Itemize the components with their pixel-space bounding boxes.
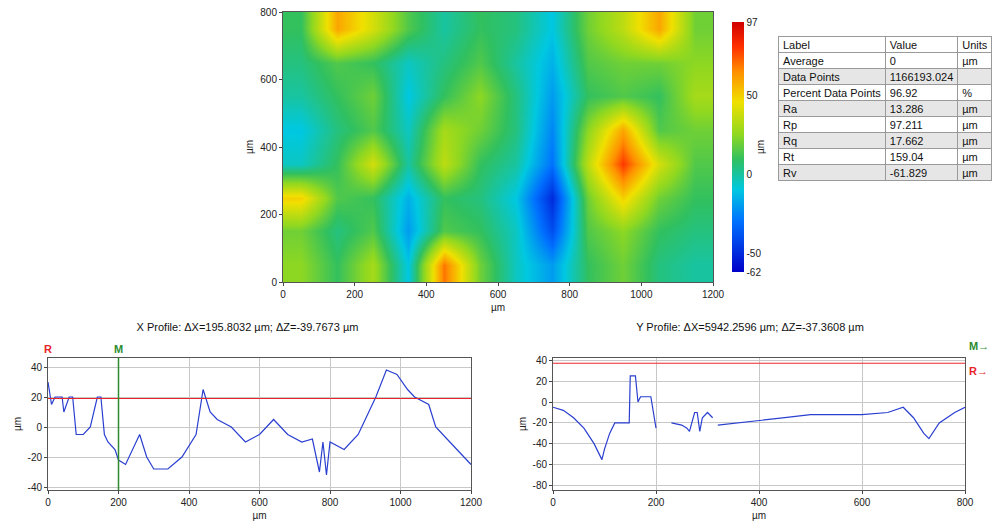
svg-text:-20: -20 [533,417,548,428]
svg-text:-50: -50 [747,248,762,259]
svg-text:97: 97 [747,17,759,28]
svg-text:M: M [114,343,123,355]
html-text:97.211: 97.211 [889,118,923,131]
svg-text:0: 0 [45,497,51,508]
svg-text:-60: -60 [533,459,548,470]
html-text:µm: µm [962,150,978,163]
html-text:µm: µm [962,134,978,147]
html-text:-61.829: -61.829 [889,166,928,179]
svg-text:µm: µm [517,417,528,431]
svg-text:50: 50 [747,90,759,101]
svg-text:600: 600 [260,74,277,85]
svg-text:0: 0 [541,397,547,408]
svg-text:µm: µm [752,510,766,521]
svg-text:40: 40 [31,362,43,373]
svg-text:800: 800 [957,497,974,508]
html-text:Average: Average [783,54,824,67]
svg-text:-40: -40 [533,438,548,449]
html-text:Units: Units [962,38,988,51]
svg-text:600: 600 [490,289,507,300]
svg-text:R→: R→ [969,365,988,377]
html-text:Value: Value [889,38,918,51]
html-text:Rq: Rq [783,134,798,147]
svg-text:µm: µm [12,417,23,431]
svg-text:200: 200 [346,289,363,300]
svg-text:1000: 1000 [630,289,653,300]
svg-text:600: 600 [251,497,268,508]
svg-text:µm: µm [252,510,266,521]
svg-text:200: 200 [110,497,127,508]
svg-text:1000: 1000 [389,497,412,508]
html-text:17.662: 17.662 [889,134,924,147]
html-text:µm: µm [962,118,978,131]
svg-text:0: 0 [747,169,753,180]
svg-text:1200: 1200 [460,497,483,508]
svg-text:0: 0 [36,422,42,433]
svg-text:600: 600 [854,497,871,508]
html-text:µm: µm [962,166,978,179]
html-text:96.92: 96.92 [889,86,918,99]
svg-text:0: 0 [271,277,277,288]
svg-text:X Profile: ΔX=195.8032 µm; ΔZ=: X Profile: ΔX=195.8032 µm; ΔZ=-39.7673 µ… [137,321,359,333]
html-text:Percent Data Points: Percent Data Points [783,86,881,99]
html-text:Label: Label [783,38,810,51]
svg-text:800: 800 [260,7,277,18]
svg-text:400: 400 [751,497,768,508]
html-text:µm: µm [962,54,978,67]
svg-text:µm: µm [491,302,505,313]
svg-text:-62: -62 [747,267,762,278]
svg-text:200: 200 [260,209,277,220]
html-text:13.286: 13.286 [889,102,924,115]
html-text:1166193.024: 1166193.024 [889,70,954,83]
svg-text:800: 800 [561,289,578,300]
svg-text:0: 0 [550,497,556,508]
svg-text:Y Profile: ΔX=5942.2596 µm; ΔZ: Y Profile: ΔX=5942.2596 µm; ΔZ=-37.3608 … [636,321,864,333]
html-text:0: 0 [889,54,896,67]
svg-text:0: 0 [280,289,286,300]
svg-text:µm: µm [755,140,766,154]
html-text:Rv: Rv [783,166,797,179]
html-text:Rt: Rt [783,150,794,163]
svg-text:R: R [44,343,52,355]
svg-text:-80: -80 [533,480,548,491]
svg-text:400: 400 [181,497,198,508]
svg-text:µm: µm [244,140,255,154]
svg-text:-40: -40 [28,482,43,493]
html-text:Data Points: Data Points [783,70,840,83]
svg-text:400: 400 [260,142,277,153]
svg-text:800: 800 [322,497,339,508]
svg-text:1200: 1200 [702,289,725,300]
html-text:159.04: 159.04 [889,150,924,163]
svg-text:400: 400 [418,289,435,300]
html-text:Rp: Rp [783,118,798,131]
svg-text:20: 20 [536,376,548,387]
svg-text:20: 20 [31,392,43,403]
html-text:µm: µm [962,102,978,115]
html-text:Ra: Ra [783,102,798,115]
svg-text:-20: -20 [28,452,43,463]
svg-text:200: 200 [648,497,665,508]
svg-text:40: 40 [536,355,548,366]
svg-text:M→: M→ [969,340,989,352]
